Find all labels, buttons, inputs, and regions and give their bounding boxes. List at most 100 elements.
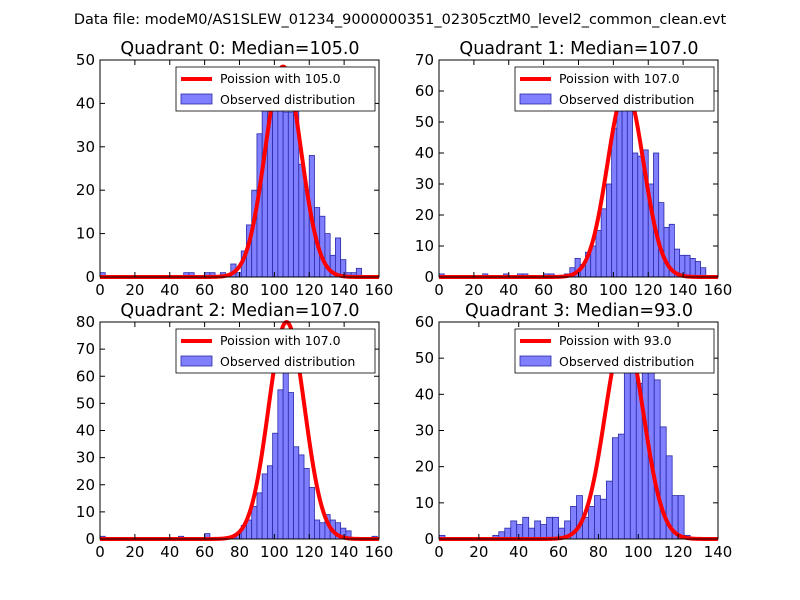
x-tick-label: 40 xyxy=(160,543,179,561)
histogram-bar-20 xyxy=(606,480,613,540)
y-tick-label: 50 xyxy=(76,51,95,69)
y-tick-label: 20 xyxy=(415,206,434,224)
y-tick-label: 10 xyxy=(415,237,434,255)
quadrant-2-title: Quadrant 2: Median=107.0 xyxy=(120,301,359,321)
x-tick-label: 160 xyxy=(365,543,394,561)
histogram-bar-15 xyxy=(293,446,300,540)
x-tick-label: 100 xyxy=(260,281,289,299)
histogram-bar-12 xyxy=(277,389,284,540)
histogram-bar-22 xyxy=(617,433,625,540)
x-tick-label: 0 xyxy=(95,281,105,299)
histogram-bar-7 xyxy=(235,272,242,278)
histogram-bar-20 xyxy=(632,152,639,278)
histogram-bar-4 xyxy=(510,520,518,540)
quadrant-0-legend: Poission with 105.0 Observed distributio… xyxy=(175,66,376,112)
histogram-bar-16 xyxy=(282,111,289,278)
x-tick-label: 60 xyxy=(549,543,568,561)
histogram-bar-9 xyxy=(261,473,268,540)
histogram-bar-18 xyxy=(594,495,601,540)
x-tick-label: 140 xyxy=(330,281,359,299)
y-tick-label: 0 xyxy=(85,530,95,548)
histogram-bar-18 xyxy=(621,90,628,278)
x-tick-label: 120 xyxy=(634,281,663,299)
x-tick-label: 160 xyxy=(704,281,733,299)
y-tick-label: 20 xyxy=(76,476,95,494)
legend-bars-swatch xyxy=(180,93,213,105)
histogram-bar-8 xyxy=(256,492,263,540)
x-tick-label: 0 xyxy=(434,543,444,561)
y-tick-label: 10 xyxy=(76,225,95,243)
histogram-bar-11 xyxy=(272,432,279,540)
y-tick-label: 0 xyxy=(85,268,95,286)
y-tick-label: 30 xyxy=(415,422,434,440)
histogram-bar-14 xyxy=(600,208,607,278)
histogram-bar-32 xyxy=(694,261,701,278)
y-tick-label: 20 xyxy=(415,458,434,476)
x-tick-label: 60 xyxy=(534,281,553,299)
histogram-bar-26 xyxy=(335,237,342,278)
legend-bars-label: Observed distribution xyxy=(220,92,355,107)
histogram-bar-8 xyxy=(534,520,542,540)
legend-bars-label: Observed distribution xyxy=(220,354,355,369)
y-tick-label: 60 xyxy=(415,313,434,331)
x-tick-label: 80 xyxy=(230,543,249,561)
histogram-bar-21 xyxy=(611,437,619,540)
x-tick-label: 40 xyxy=(160,281,179,299)
x-tick-label: 140 xyxy=(704,543,733,561)
y-tick-label: 40 xyxy=(415,385,434,403)
y-tick-label: 80 xyxy=(76,313,95,331)
x-tick-label: 0 xyxy=(95,543,105,561)
y-tick-label: 60 xyxy=(76,367,95,385)
histogram-bar-14 xyxy=(287,392,294,540)
histogram-bar-10 xyxy=(546,516,553,540)
quadrant-2-legend: Poission with 107.0 Observed distributio… xyxy=(175,328,376,374)
histogram-bar-23 xyxy=(319,215,326,278)
legend-curve-label: Poission with 93.0 xyxy=(559,333,672,348)
x-tick-label: 120 xyxy=(295,543,324,561)
histogram-bar-19 xyxy=(314,519,321,540)
histogram-bar-13 xyxy=(595,230,602,278)
quadrant-0-title: Quadrant 0: Median=105.0 xyxy=(120,39,359,59)
figure-suptitle: Data file: modeM0/AS1SLEW_01234_90000003… xyxy=(74,12,727,28)
x-tick-label: 120 xyxy=(295,281,324,299)
y-tick-label: 40 xyxy=(76,94,95,112)
x-tick-label: 20 xyxy=(469,543,488,561)
histogram-bar-20 xyxy=(319,522,326,540)
subplot-quadrant-3: 0 20 40 60 80 100 120 140 0 10 20 30 40 50 60 Quadrant… xyxy=(415,301,732,561)
x-tick-label: 20 xyxy=(464,281,483,299)
y-tick-label: 70 xyxy=(76,340,95,358)
x-tick-label: 60 xyxy=(195,281,214,299)
y-tick-label: 20 xyxy=(76,181,95,199)
x-tick-label: 40 xyxy=(499,281,518,299)
legend-bars-swatch xyxy=(180,355,213,367)
y-tick-label: 40 xyxy=(76,422,95,440)
y-tick-label: 70 xyxy=(415,51,434,69)
quadrant-3-title: Quadrant 3: Median=93.0 xyxy=(465,301,693,321)
x-tick-label: 80 xyxy=(230,281,249,299)
histogram-bar-19 xyxy=(600,498,607,540)
quadrant-1-legend: Poission with 107.0 Observed distributio… xyxy=(514,66,715,112)
x-tick-label: 60 xyxy=(195,543,214,561)
histogram-bar-32 xyxy=(677,495,685,540)
histogram-bar-11 xyxy=(552,516,559,540)
x-tick-label: 100 xyxy=(260,543,289,561)
y-tick-label: 50 xyxy=(415,113,434,131)
histogram-bar-17 xyxy=(303,468,310,540)
histogram-bar-19 xyxy=(298,163,305,278)
y-tick-label: 30 xyxy=(76,449,95,467)
histogram-bar-30 xyxy=(684,254,691,278)
x-tick-label: 20 xyxy=(125,543,144,561)
subplot-quadrant-1: 0 20 40 60 80 100 120 140 160 0 10 20 30 40 50 60 70 Qua… xyxy=(415,39,732,299)
histogram-bar-19 xyxy=(626,109,633,278)
legend-bars-swatch xyxy=(519,355,552,367)
histogram-bar-9 xyxy=(540,524,548,540)
quadrant-3-legend: Poission with 93.0 Observed distribution xyxy=(514,328,715,374)
legend-curve-label: Poission with 107.0 xyxy=(220,333,341,348)
x-tick-label: 100 xyxy=(599,281,628,299)
x-tick-label: 140 xyxy=(330,543,359,561)
x-tick-label: 100 xyxy=(624,543,653,561)
x-tick-label: 0 xyxy=(434,281,444,299)
y-tick-label: 0 xyxy=(424,530,434,548)
y-tick-label: 40 xyxy=(415,144,434,162)
